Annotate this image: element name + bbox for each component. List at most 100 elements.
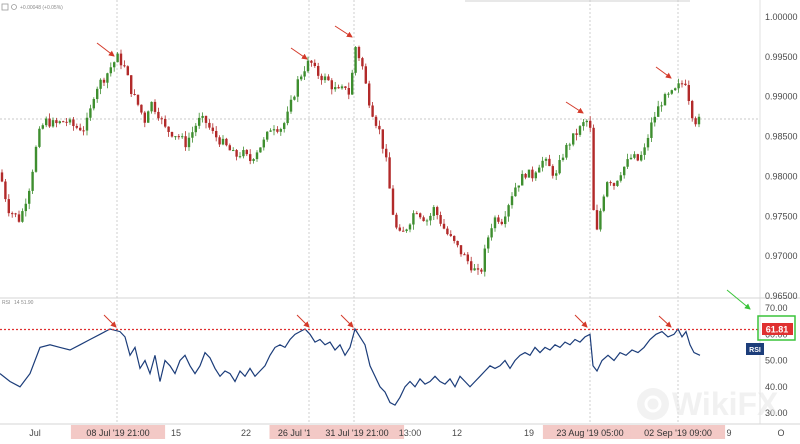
highlight-arrow [726,289,751,310]
rsi-level-badge-bg [762,323,793,335]
legend-collapse-icon[interactable] [1,3,9,11]
candle-body [517,185,520,188]
candle-body [425,220,429,222]
rsi-name-badge-bg [746,343,764,355]
candle-body [303,71,306,77]
candle-body [323,76,327,81]
candle-body [385,148,388,158]
price-tick-label: 0.99000 [765,92,798,102]
candle-body [11,213,14,215]
candle-body [391,188,395,215]
peak-arrow [296,314,310,328]
candle-body [293,96,296,100]
candle-body [116,53,119,63]
candle-body [89,108,92,118]
candle-body [130,75,133,94]
candle-body [646,137,650,148]
candle-body [378,125,381,130]
candle-body [51,120,55,127]
candle-body [653,116,656,123]
candle-body [92,99,95,109]
candle-body [79,127,82,131]
candle-body [279,129,282,132]
candle-body [595,210,599,230]
candle-body [388,157,391,189]
price-tick-label: 0.99500 [765,52,798,62]
candle-body [626,159,629,167]
candle-body [262,139,265,148]
candle-body [143,112,146,123]
candle-body [170,131,174,137]
candle-body [466,254,469,262]
candle-body [320,75,323,81]
candle-body [674,88,677,91]
candle-body [691,101,694,119]
candle-body [140,104,143,113]
candle-body [548,158,551,167]
candle-body [113,62,116,68]
candle-body [119,53,123,66]
candle-body [0,172,4,182]
candle-body [361,58,364,67]
candle-body [480,269,483,272]
candle-body [310,60,313,63]
candle-body [55,120,58,124]
candle-body [446,228,449,235]
time-tick-label: 23 Aug '19 05:00 [556,428,623,438]
candle-body [575,133,578,135]
candle-body [106,73,109,83]
price-tick-label: 0.97500 [765,211,798,221]
peak-arrow [340,314,354,328]
peak-arrows [96,25,672,328]
candle-body [266,131,269,140]
candle-body [592,127,595,211]
candle-body [524,173,527,178]
rsi-line [0,327,701,406]
candle-body [534,172,537,179]
candle-body [24,203,27,212]
candle-body [65,121,68,123]
time-date-badge [630,425,726,439]
candle-body [422,217,425,222]
candle-body [177,136,180,138]
candle-body [541,160,544,168]
candle-body [174,136,177,138]
time-tick-label: 13:00 [399,428,422,438]
candle-body [38,128,41,147]
candle-body [619,175,622,181]
time-tick-label: 31 Jul '19 21:00 [325,428,388,438]
legend-settings-icon[interactable] [11,4,17,10]
peak-arrow [658,315,672,328]
candle-body [72,119,75,127]
candle-body [531,169,534,179]
candle-body [198,117,201,126]
candle-body [504,216,507,225]
candle-body [201,115,204,118]
peak-arrow [565,101,584,114]
time-tick-label: 12 [452,428,462,438]
candle-body [218,137,221,145]
candle-body [405,229,408,232]
candle-body [538,167,541,173]
candle-body [381,129,384,149]
candle-body [476,268,480,270]
candle-body [157,111,160,119]
time-date-badge [542,425,638,439]
candle-body [153,101,157,112]
candle-body [286,111,289,124]
candle-body [330,80,333,90]
candle-body [259,147,262,153]
candle-body [493,217,497,229]
candle-body [402,230,405,232]
candle-body [7,199,10,214]
time-tick-label: 02 Sep '19 09:00 [644,428,712,438]
candle-body [470,261,473,271]
candle-body [633,154,636,158]
price-axis-bg [760,0,800,439]
main-legend-value: +0.00048 (+0.05%) [20,5,63,11]
watermark-logo-inner-icon [644,395,662,413]
candle-body [334,87,337,90]
candle-body [408,224,412,230]
